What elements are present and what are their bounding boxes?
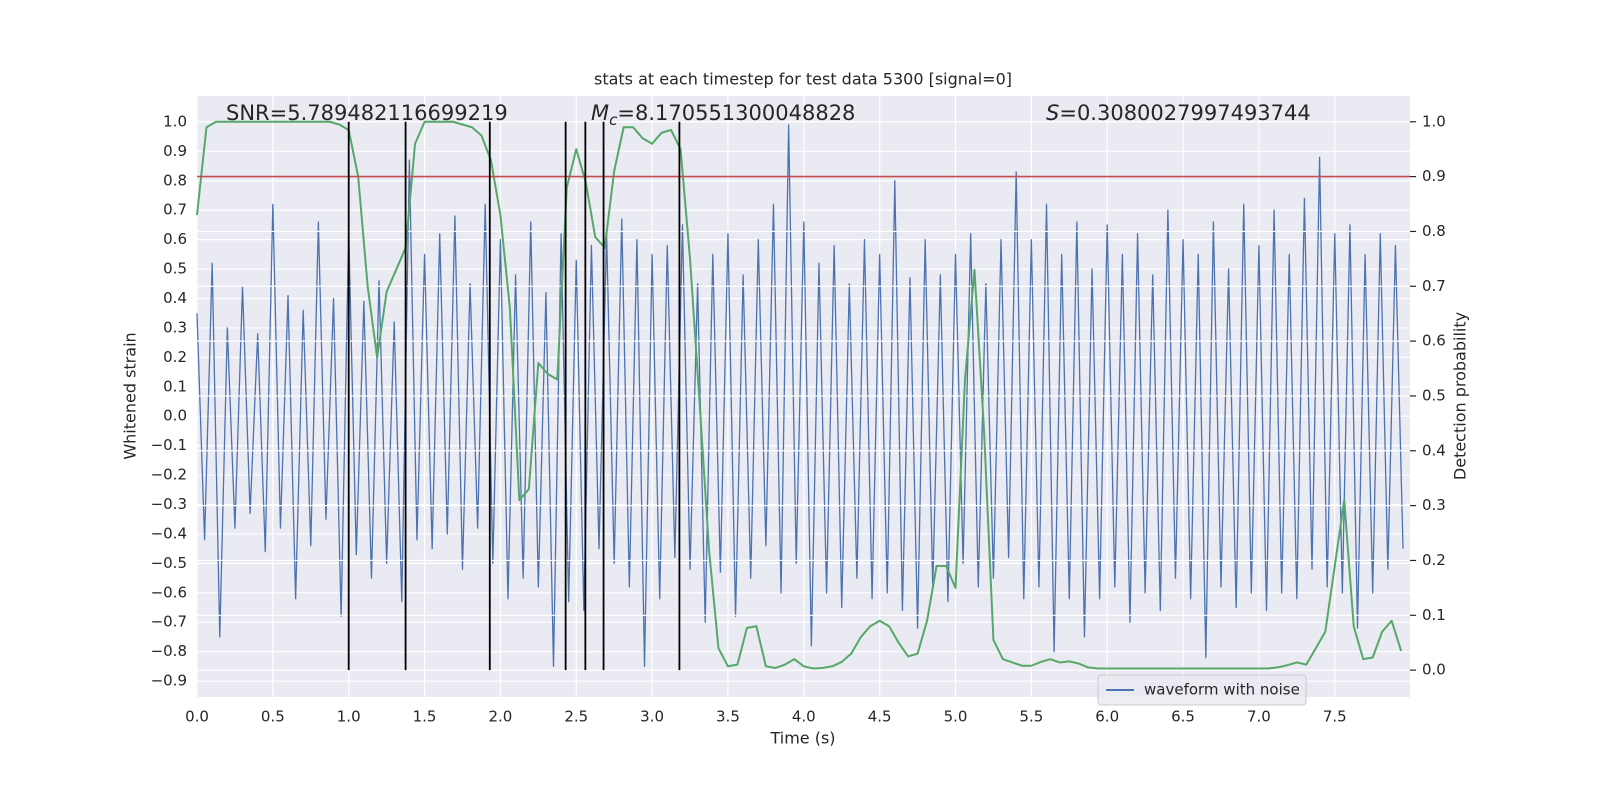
y2-tick-label: 0.9 (1422, 167, 1446, 185)
y2-tick-label: 0.3 (1422, 496, 1446, 514)
y2-tick-label: 1.0 (1422, 112, 1446, 130)
y-tick-label: −0.8 (151, 642, 187, 660)
labels: 0.0 0.5 1.0 1.5 2.0 2.5 3.0 3.5 4.0 4.5 5.0 5.5 6.0 6… (151, 101, 1446, 726)
marks (196, 124, 1404, 668)
annotation: Mc=8.170551300048828 (591, 101, 855, 129)
y-tick-label: −0.1 (151, 436, 187, 454)
y-tick-label: 0.4 (163, 289, 187, 307)
annotation: SNR=5.789482116699219 (226, 101, 508, 125)
y2-tick-label: 0.0 (1422, 661, 1446, 679)
y2-tick-label: 0.2 (1422, 551, 1446, 569)
x-tick-label: 5.5 (1019, 708, 1043, 726)
marks-y2 (196, 120, 1410, 671)
y-tick-label: −0.5 (151, 554, 187, 572)
y2-axis-label: Detection probability (1451, 312, 1470, 480)
annotation-text: SNR=5.789482116699219 (226, 101, 508, 125)
y-tick-label: 0.9 (163, 142, 187, 160)
legend-label: waveform with noise (1144, 681, 1300, 699)
probability-line (196, 120, 1403, 670)
y2-tick-label: 0.4 (1422, 441, 1446, 459)
annotation-symbol: M (591, 101, 609, 125)
x-tick-label: 1.0 (337, 708, 361, 726)
y-tick-label: 0.6 (163, 230, 187, 248)
waveform-line (196, 124, 1404, 668)
x-tick-label: 0.0 (185, 708, 209, 726)
y-tick-label: 0.1 (163, 377, 187, 395)
y2-tick-label: 0.5 (1422, 386, 1446, 404)
x-tick-label: 7.0 (1247, 708, 1271, 726)
y-tick-label: 0.5 (163, 260, 187, 278)
y-tick-label: 0.8 (163, 171, 187, 189)
annotation-symbol: S (1046, 101, 1059, 125)
x-tick-label: 4.5 (868, 708, 892, 726)
y-tick-label: 1.0 (163, 112, 187, 130)
chart-title: stats at each timestep for test data 530… (594, 70, 1012, 89)
x-tick-label: 3.0 (640, 708, 664, 726)
x-tick-label: 0.5 (261, 708, 285, 726)
y-tick-label: −0.9 (151, 672, 187, 690)
x-tick-label: 2.5 (564, 708, 588, 726)
y-tick-label: 0.2 (163, 348, 187, 366)
annotation-text: =8.170551300048828 (617, 101, 855, 125)
x-tick-label: 3.5 (716, 708, 740, 726)
y2-tick-label: 0.7 (1422, 277, 1446, 295)
x-tick-label: 6.5 (1171, 708, 1195, 726)
x-tick-label: 2.0 (488, 708, 512, 726)
y2-tick-label: 0.6 (1422, 332, 1446, 350)
annotation-subscript: c (609, 111, 618, 129)
annotation-text: =0.3080027997493744 (1059, 101, 1310, 125)
y2-tick-label: 0.8 (1422, 222, 1446, 240)
y-tick-label: −0.3 (151, 495, 187, 513)
x-tick-label: 1.5 (413, 708, 437, 726)
x-tick-label: 7.5 (1323, 708, 1347, 726)
y2-tick-label: 0.1 (1422, 606, 1446, 624)
y-tick-label: −0.6 (151, 583, 187, 601)
x-axis-label: Time (s) (769, 729, 835, 748)
y-tick-label: 0.0 (163, 407, 187, 425)
y-tick-label: −0.4 (151, 524, 187, 542)
y-tick-label: 0.7 (163, 201, 187, 219)
x-tick-label: 6.0 (1095, 708, 1119, 726)
y-tick-label: −0.7 (151, 613, 187, 631)
y-tick-label: 0.3 (163, 318, 187, 336)
x-tick-label: 5.0 (944, 708, 968, 726)
y-tick-label: −0.2 (151, 466, 187, 484)
annotation: S=0.3080027997493744 (1046, 101, 1311, 125)
x-tick-label: 4.0 (792, 708, 816, 726)
legend-box (1097, 674, 1307, 706)
y-axis-label: Whitened strain (121, 332, 140, 459)
